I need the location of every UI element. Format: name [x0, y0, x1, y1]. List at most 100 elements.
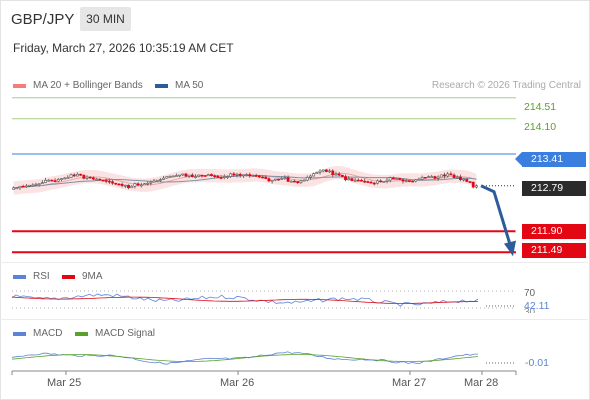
candle-down: [449, 173, 453, 176]
timeframe-button[interactable]: 30 MIN: [80, 7, 131, 31]
candle-down: [363, 180, 367, 183]
candle-up: [382, 181, 386, 183]
candle-up: [37, 183, 41, 185]
candle-up: [174, 175, 178, 177]
candle-up: [280, 178, 284, 180]
candle-down: [101, 179, 105, 182]
macd-legend-label: MACD: [33, 328, 63, 339]
candle-up: [66, 177, 70, 179]
candle-up: [427, 176, 430, 178]
research-credit: Research © 2026 Trading Central: [431, 80, 581, 91]
candle-up: [24, 185, 28, 188]
candle-down: [293, 180, 296, 183]
candle-down: [340, 174, 344, 177]
rsi-level-70: 70: [524, 288, 536, 299]
symbol-title: GBP/JPY: [11, 11, 75, 28]
candle-down: [344, 176, 347, 181]
candle-down: [267, 178, 271, 182]
macd-signal-legend-label: MACD Signal: [95, 328, 156, 339]
candle-down: [82, 174, 86, 179]
candle-down: [471, 181, 475, 188]
candle-down: [264, 176, 268, 179]
candle-up: [12, 187, 16, 190]
candle-down: [219, 177, 223, 179]
candle-up: [318, 170, 322, 173]
candle-down: [360, 179, 363, 182]
macd-signal-swatch: [75, 331, 88, 336]
candle-up: [162, 177, 166, 180]
candle-up: [321, 169, 325, 172]
candle-up: [245, 174, 249, 176]
candle-down: [98, 178, 102, 181]
candle-up: [187, 174, 191, 177]
candle-down: [372, 182, 376, 185]
candle-down: [433, 176, 437, 179]
candle-down: [257, 175, 261, 178]
ma50-legend-label: MA 50: [175, 80, 204, 91]
candle-up: [455, 176, 459, 179]
candle-up: [18, 185, 22, 189]
candle-up: [40, 182, 44, 184]
candle-up: [446, 173, 450, 177]
candle-down: [356, 179, 360, 182]
candle-down: [366, 181, 370, 183]
candle-up: [299, 180, 303, 183]
datetime-label: Friday, March 27, 2026 10:35:19 AM CET: [13, 41, 234, 55]
candle-down: [104, 180, 108, 182]
legend-ma20: MA 20 + Bollinger Bands: [13, 80, 143, 91]
candle-up: [436, 176, 440, 179]
candle-up: [229, 173, 233, 177]
forecast-arrow-head: [504, 240, 516, 257]
candle-up: [63, 177, 67, 180]
candle-up: [283, 177, 287, 179]
candle-up: [430, 176, 434, 178]
candle-down: [232, 173, 236, 176]
candle-down: [238, 173, 242, 176]
candle-up: [226, 176, 229, 178]
candle-up: [353, 179, 357, 182]
candle-down: [111, 181, 114, 184]
ma20-legend-label: MA 20 + Bollinger Bands: [33, 80, 143, 91]
candle-down: [21, 185, 25, 188]
candle-down: [79, 173, 83, 176]
candle-up: [139, 184, 143, 187]
candle-down: [117, 183, 121, 186]
candle-up: [270, 179, 274, 182]
candle-up: [95, 178, 98, 181]
candle-down: [184, 173, 188, 177]
candle-down: [254, 175, 258, 177]
candle-up: [152, 180, 156, 183]
x-axis-label: Mar 26: [220, 377, 255, 389]
legend-rsi-9ma: 9MA: [62, 271, 103, 282]
candle-up: [44, 179, 47, 183]
candle-up: [439, 174, 443, 178]
legend-rsi: RSI: [13, 271, 50, 282]
candle-up: [60, 178, 63, 180]
candle-down: [286, 177, 290, 182]
candle-down: [91, 177, 95, 180]
candle-down: [443, 174, 446, 177]
candle-up: [417, 178, 421, 181]
candle-up: [56, 179, 60, 182]
candle-up: [194, 176, 197, 178]
candle-down: [53, 180, 57, 182]
macd-line: [11, 351, 478, 365]
rsi-level-30: 30: [524, 307, 536, 313]
candle-down: [465, 178, 469, 182]
support1-price-tag: 211.90: [515, 224, 586, 239]
candle-up: [222, 176, 226, 178]
candle-up: [69, 174, 73, 178]
candle-up: [15, 187, 19, 190]
candle-up: [347, 178, 351, 181]
candle-down: [200, 174, 204, 177]
macd-value: -0.01: [525, 357, 549, 369]
candle-up: [178, 174, 181, 177]
candle-up: [146, 182, 150, 185]
candle-up: [130, 185, 134, 189]
candle-up: [133, 183, 137, 187]
candle-up: [149, 181, 153, 184]
candle-up: [334, 173, 338, 176]
legend-macd: MACD: [13, 328, 62, 339]
candle-up: [302, 179, 306, 182]
candle-down: [401, 179, 405, 182]
